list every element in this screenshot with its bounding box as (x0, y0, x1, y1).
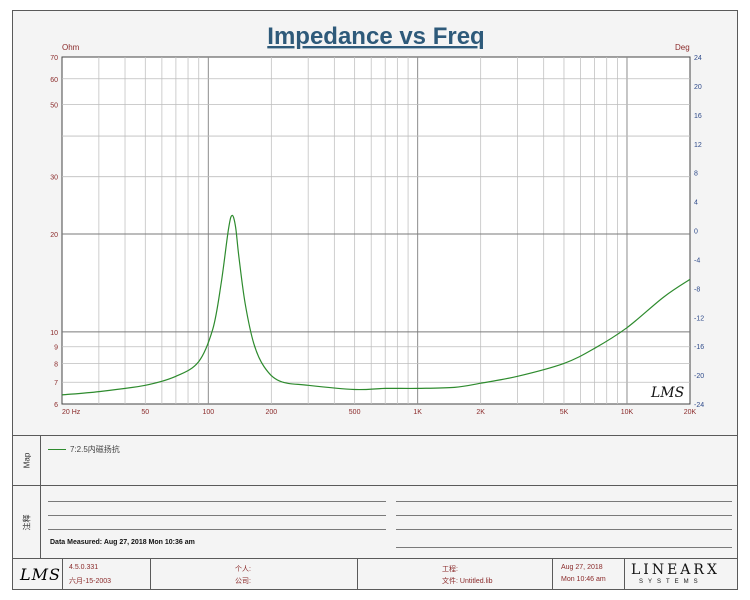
footer-logo-cell: LMS (13, 558, 63, 589)
y2-tick-label: -20 (694, 373, 704, 380)
x-tick-label: 2K (476, 409, 485, 416)
legend-swatch (48, 449, 66, 450)
person-label: 个人: (235, 566, 251, 573)
x-tick-label: 200 (265, 409, 277, 416)
y-tick-label: 7 (54, 380, 58, 387)
y-tick-label: 50 (50, 103, 58, 110)
x-tick-label: 1K (413, 409, 422, 416)
data-measured: Data Measured: Aug 27, 2018 Mon 10:36 am (50, 539, 195, 546)
y-tick-label: 6 (54, 402, 58, 409)
x-tick-label: 5K (560, 409, 569, 416)
footer-person-cell: 个人: 公司: (151, 558, 358, 589)
series-line (61, 214, 691, 396)
note-line (48, 501, 386, 502)
y-axis-unit: Ohm (62, 43, 80, 52)
plot-area (61, 56, 691, 405)
x-tick-label: 10K (621, 409, 634, 416)
y-tick-label: 60 (50, 77, 58, 84)
note-line (396, 515, 732, 516)
y2-tick-label: -24 (694, 402, 704, 409)
x-tick-label: 50 (141, 409, 149, 416)
linearx-logo: LINEARX (631, 562, 720, 578)
notes-label-cell: 注释 (13, 486, 41, 558)
x-tick-label: 20K (684, 409, 697, 416)
footer-project-cell: 工程: 文件: Untitled.lib (358, 558, 553, 589)
y2-axis-unit: Deg (675, 43, 690, 52)
note-line (396, 547, 732, 548)
y2-tick-label: 12 (694, 142, 702, 149)
y2-tick-label: -12 (694, 315, 704, 322)
y2-tick-label: 4 (694, 200, 698, 207)
footer: LMS 4.5.0.331 六月-15-2003 个人: 公司: 工程: 文件:… (13, 558, 737, 589)
linearx-systems: SYSTEMS (639, 579, 703, 585)
footer-date: Aug 27, 2018 (561, 564, 603, 571)
x-tick-label: 500 (349, 409, 361, 416)
version-text: 4.5.0.331 (69, 564, 99, 571)
footer-version-cell: 4.5.0.331 六月-15-2003 (63, 558, 151, 589)
lms-logo: LMS (20, 565, 61, 584)
map-band (13, 435, 737, 485)
x-tick-label: 20 Hz (62, 409, 81, 416)
y2-tick-label: 8 (694, 171, 698, 178)
footer-date-cell: Aug 27, 2018 Mon 10:46 am (553, 558, 625, 589)
y2-tick-label: -4 (694, 257, 700, 264)
y2-tick-label: 20 (694, 84, 702, 91)
y-tick-label: 30 (50, 175, 58, 182)
x-tick-label: 100 (202, 409, 214, 416)
y-tick-label: 10 (50, 330, 58, 337)
notes-band (13, 485, 737, 558)
y2-tick-label: -16 (694, 344, 704, 351)
company-label: 公司: (235, 578, 251, 585)
chart-title: Impedance vs Freq (267, 23, 484, 50)
note-line (48, 529, 386, 530)
legend: 7:2.5内磁扬抗 (48, 444, 120, 455)
y2-tick-label: 16 (694, 113, 702, 120)
note-line (396, 529, 732, 530)
project-label: 工程: (442, 566, 458, 573)
map-label-cell: Map (13, 436, 41, 485)
legend-entry: 7:2.5内磁扬抗 (70, 445, 120, 454)
map-label: Map (22, 452, 31, 469)
y2-tick-label: 24 (694, 55, 702, 62)
y2-tick-label: -8 (694, 286, 700, 293)
note-line (396, 501, 732, 502)
lms-watermark: LMS (650, 385, 684, 401)
y-tick-label: 8 (54, 361, 58, 368)
note-line (48, 515, 386, 516)
y2-tick-label: 0 (694, 229, 698, 236)
file-label: 文件: Untitled.lib (442, 578, 493, 585)
y-tick-label: 20 (50, 232, 58, 239)
version-date: 六月-15-2003 (69, 578, 112, 585)
y-tick-label: 70 (50, 55, 58, 62)
notes-label: 注释 (22, 514, 31, 530)
footer-time: Mon 10:46 am (561, 576, 606, 583)
footer-brand-cell: LINEARX SYSTEMS (625, 558, 737, 589)
y-tick-label: 9 (54, 345, 58, 352)
